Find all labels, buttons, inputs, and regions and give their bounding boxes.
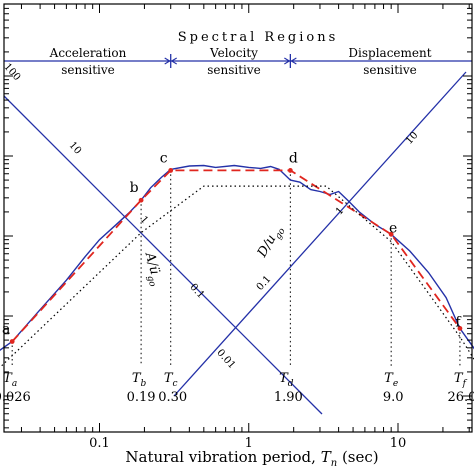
displacement-diagonal-line <box>173 71 467 397</box>
period-label-a: Ta <box>3 371 17 389</box>
region-label-3: Displacement <box>348 46 431 60</box>
acceleration-diagonal-line <box>3 95 323 415</box>
point-label-d: d <box>289 150 298 166</box>
period-value-b: 0.19 <box>127 390 156 405</box>
series-dotted-line <box>0 185 474 369</box>
acc-scale-label: 1 <box>138 214 150 226</box>
disp-axis-name: D/ugo <box>254 222 288 262</box>
region-arrows-1 <box>164 57 177 65</box>
period-label-e: Te <box>384 371 398 389</box>
region-arrows-2 <box>284 57 297 65</box>
period-label-c: Tc <box>164 371 178 389</box>
x-tick-label: 0.1 <box>89 436 110 451</box>
region-sublabel-3: sensitive <box>363 63 417 77</box>
period-value-e: 9.0 <box>383 390 404 405</box>
point-f <box>457 325 463 331</box>
chart-title: Spectral Regions <box>178 30 339 45</box>
series-solid-line <box>0 164 474 351</box>
series-layer <box>0 164 474 369</box>
point-a <box>9 339 15 344</box>
point-label-f: f <box>455 314 462 330</box>
point-label-b: b <box>130 180 139 196</box>
region-sublabel-1: sensitive <box>61 63 115 77</box>
point-label-a: a <box>2 322 10 338</box>
period-value-c: 0.30 <box>158 390 187 405</box>
acc-scale-label: 0.01 <box>214 347 237 371</box>
acc-axis-name: A/ügo <box>139 250 165 288</box>
point-label-e: e <box>389 220 397 236</box>
series-dashed-line <box>11 169 461 343</box>
period-value-d: 1.90 <box>274 390 303 405</box>
axes-frame <box>3 3 473 433</box>
acc-scale-label: 10 <box>67 140 84 157</box>
period-label-b: Tb <box>132 371 147 389</box>
period-label-d: Td <box>279 371 294 389</box>
region-sublabel-2: sensitive <box>207 63 261 77</box>
point-e <box>388 231 394 237</box>
x-axis-title: Natural vibration period, Tn (sec) <box>125 448 378 469</box>
period-value-f: 26.0 <box>447 390 474 405</box>
point-label-c: c <box>160 150 168 166</box>
acc-scale-label: 0.1 <box>187 282 206 301</box>
period-value-a: 0.026 <box>0 390 31 405</box>
key-points-layer <box>9 168 463 344</box>
x-tick-label: 1 <box>245 436 253 451</box>
disp-scale-label: 0.1 <box>255 274 274 293</box>
reference-lines <box>3 54 472 415</box>
disp-scale-label: 10 <box>404 130 421 147</box>
region-label-1: Acceleration <box>49 46 127 60</box>
period-label-f: Tf <box>454 371 468 389</box>
point-c <box>168 168 174 173</box>
region-label-2: Velocity <box>209 46 258 60</box>
plot-frame <box>3 3 473 433</box>
point-d <box>287 168 293 173</box>
x-tick-label: 10 <box>390 436 407 451</box>
point-b <box>138 197 144 203</box>
